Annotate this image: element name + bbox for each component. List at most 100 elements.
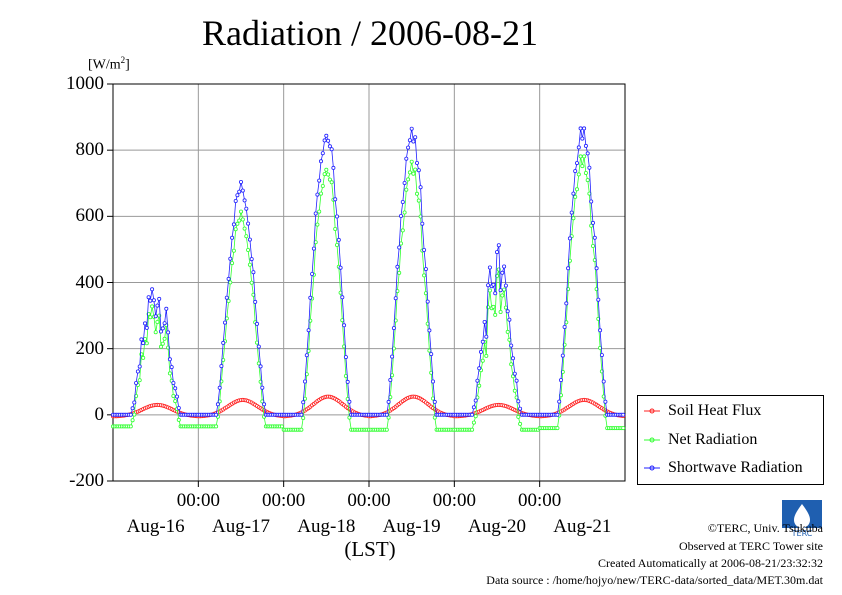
net-radiation-point <box>242 226 247 231</box>
net-radiation-point <box>580 164 585 169</box>
shortwave-radiation-point <box>308 295 313 300</box>
shortwave-radiation-point <box>510 356 515 361</box>
net-radiation-point <box>500 293 505 298</box>
x-date-label: Aug-20 <box>467 516 527 537</box>
shortwave-radiation-point <box>557 399 562 404</box>
x-time-label: 00:00 <box>176 490 220 511</box>
net-radiation-point <box>471 420 476 425</box>
net-radiation-point <box>509 362 514 367</box>
net-radiation-point <box>573 194 578 199</box>
net-radiation-point <box>148 315 153 320</box>
shortwave-radiation-point <box>160 326 165 331</box>
net-radiation-point <box>320 183 325 188</box>
net-radiation-point <box>487 288 492 293</box>
legend-item-shortwave: Shortwave Radiation <box>644 457 803 479</box>
shortwave-radiation-point <box>262 402 267 407</box>
net-radiation-point <box>327 177 332 182</box>
net-radiation-point <box>329 180 334 185</box>
shortwave-radiation-point <box>166 330 171 335</box>
shortwave-radiation-point <box>221 340 226 345</box>
shortwave-radiation-point <box>219 364 224 369</box>
net-radiation-point <box>473 414 478 419</box>
shortwave-radiation-point <box>589 199 594 204</box>
net-radiation-point <box>585 178 590 183</box>
net-radiation-point <box>128 424 133 429</box>
net-radiation-point <box>228 280 233 285</box>
net-radiation-point <box>578 154 583 159</box>
net-radiation-point <box>397 270 402 275</box>
shortwave-radiation-point <box>475 378 480 383</box>
net-radiation-point <box>247 262 252 267</box>
net-radiation-point <box>589 223 594 228</box>
net-radiation-point <box>621 426 626 431</box>
shortwave-radiation-point <box>596 297 601 302</box>
shortwave-radiation-point <box>512 371 517 376</box>
shortwave-radiation-point <box>487 265 492 270</box>
net-radiation-point <box>318 191 323 196</box>
shortwave-radiation-point <box>422 247 427 252</box>
shortwave-radiation-point <box>518 406 523 411</box>
x-date-label: Aug-18 <box>297 516 356 537</box>
shortwave-radiation-point <box>477 366 482 371</box>
shortwave-radiation-point <box>388 377 393 382</box>
shortwave-radiation-point <box>585 151 590 156</box>
shortwave-radiation-point <box>302 379 307 384</box>
legend-item-soil: Soil Heat Flux <box>644 400 761 422</box>
shortwave-radiation-point <box>158 329 163 334</box>
y-tick-label: 600 <box>75 205 105 227</box>
shortwave-radiation-point <box>253 299 258 304</box>
shortwave-radiation-point <box>150 287 155 292</box>
y-tick-label: -200 <box>69 470 104 491</box>
shortwave-radiation-point <box>427 328 432 333</box>
shortwave-radiation-point <box>139 337 144 342</box>
net-radiation-point <box>480 358 485 363</box>
shortwave-radiation-point <box>217 385 222 390</box>
shortwave-radiation-point <box>569 210 574 215</box>
shortwave-radiation-point <box>478 349 483 354</box>
net-radiation-point <box>512 388 517 393</box>
shortwave-radiation-point <box>425 299 430 304</box>
shortwave-radiation-point <box>340 295 345 300</box>
shortwave-radiation-point <box>386 399 391 404</box>
shortwave-radiation-point <box>397 245 402 250</box>
net-radiation-point <box>411 171 416 176</box>
credit-source: Data source : /home/hojyo/new/TERC-data/… <box>486 573 823 587</box>
shortwave-radiation-point <box>496 243 501 248</box>
shortwave-radiation-point <box>470 412 475 417</box>
shortwave-radiation-point <box>429 352 434 357</box>
net-radiation-point <box>162 336 167 341</box>
x-axis-label: (LST) <box>344 537 396 561</box>
net-radiation-point <box>173 399 178 404</box>
shortwave-radiation-point <box>494 250 499 255</box>
shortwave-radiation-point <box>391 326 396 331</box>
shortwave-radiation-point <box>409 126 414 131</box>
net-radiation-point <box>326 172 331 177</box>
credit-observed: Observed at TERC Tower site <box>678 539 823 553</box>
shortwave-radiation-point <box>326 138 331 143</box>
net-radiation-point <box>226 298 231 303</box>
shortwave-radiation-point <box>416 168 421 173</box>
shortwave-radiation-point <box>215 402 220 407</box>
shortwave-radiation-point <box>142 321 147 326</box>
x-time-label: 00:00 <box>262 490 306 511</box>
svg-text:TERC: TERC <box>791 529 813 538</box>
shortwave-radiation-point <box>566 266 571 271</box>
shortwave-radiation-point <box>420 221 425 226</box>
shortwave-radiation-point <box>329 147 334 152</box>
net-radiation-point <box>233 227 238 232</box>
net-radiation-point <box>249 280 254 285</box>
y-tick-label: 800 <box>75 139 105 161</box>
shortwave-radiation-point <box>132 400 137 405</box>
shortwave-radiation-point <box>404 156 409 161</box>
net-radiation-point <box>416 198 421 203</box>
shortwave-radiation-point <box>313 211 318 216</box>
net-radiation-point <box>498 309 503 314</box>
shortwave-radiation-point <box>592 235 597 240</box>
x-time-label: 00:00 <box>432 490 476 511</box>
net-radiation-point <box>333 226 338 231</box>
net-radiation-point <box>407 170 412 175</box>
net-radiation-point <box>334 242 339 247</box>
shortwave-radiation-point <box>502 264 507 269</box>
shortwave-radiation-point <box>148 298 153 303</box>
shortwave-radiation-point <box>167 357 172 362</box>
